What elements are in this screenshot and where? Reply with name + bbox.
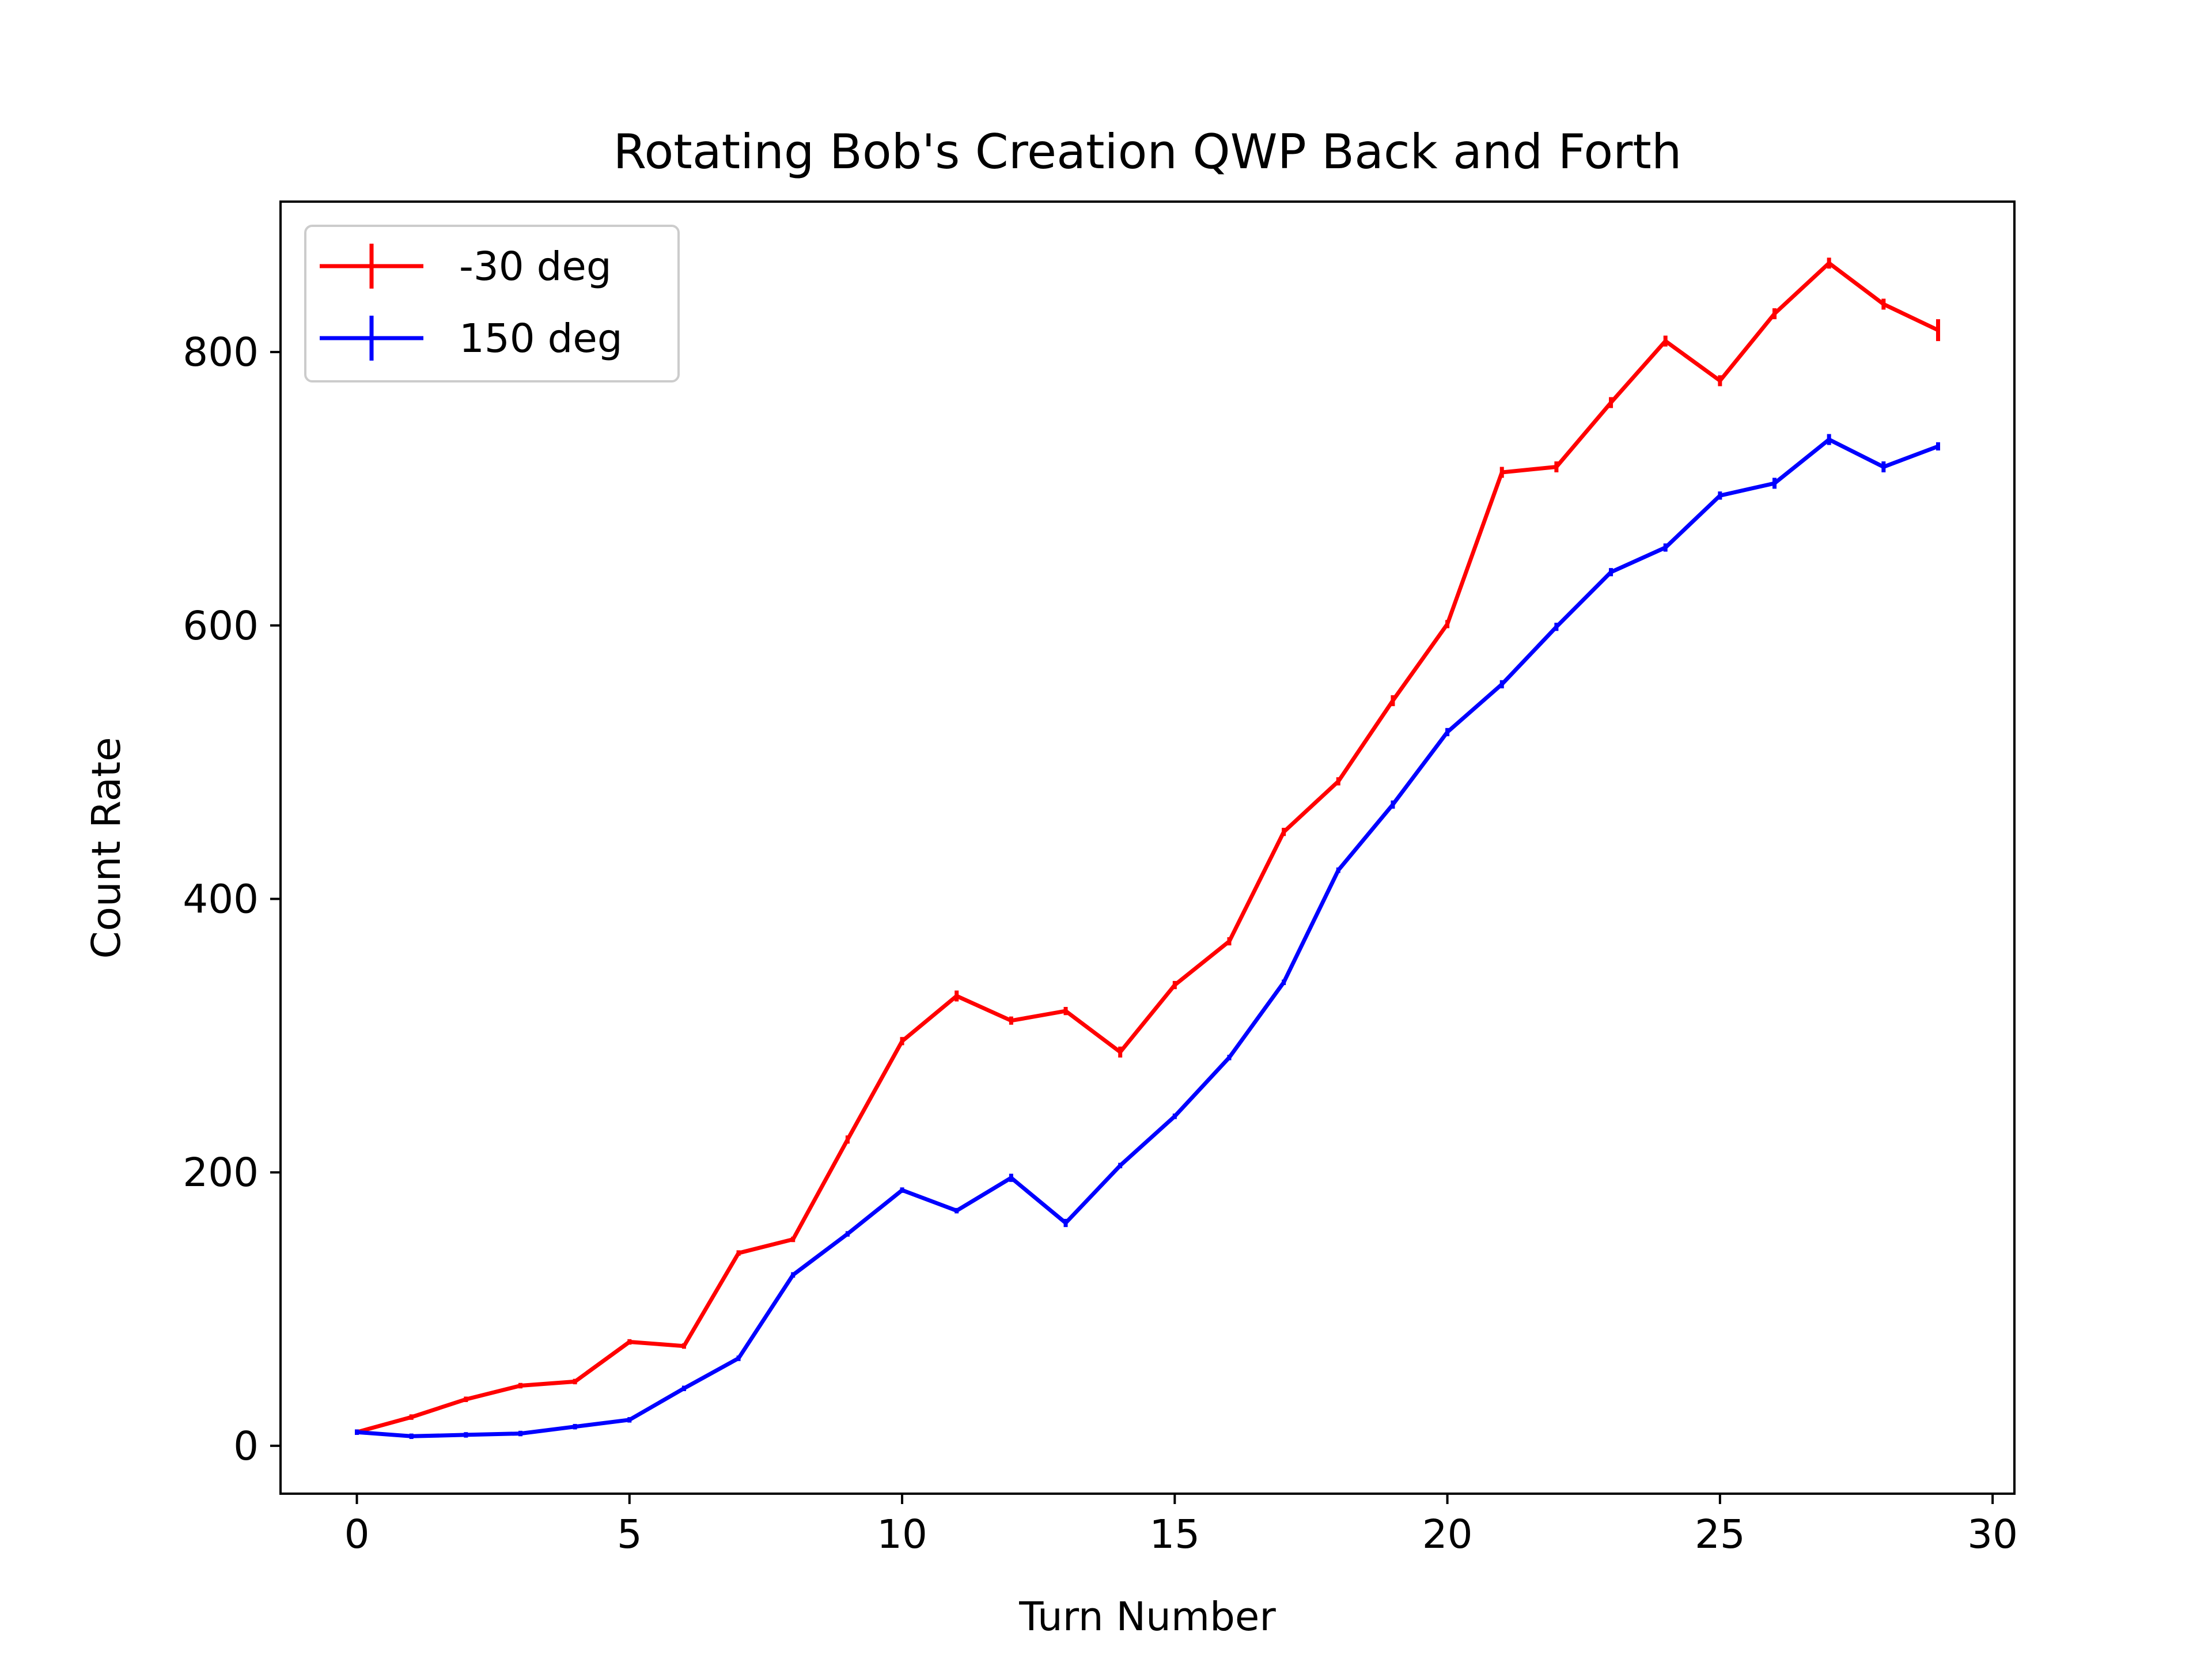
x-ticks: 0 5 10 15 20 25 30 xyxy=(344,1494,2018,1558)
y-tick-label-0: 0 xyxy=(233,1423,259,1469)
series-line-0 xyxy=(356,260,1940,1434)
y-tick-label-1: 200 xyxy=(183,1150,259,1196)
plot-frame xyxy=(279,200,2016,1495)
legend-entry-blue: 150 deg xyxy=(320,316,623,362)
x-tick-label-3: 15 xyxy=(1149,1512,1200,1558)
plot-layer xyxy=(355,257,1940,1440)
legend-label-blue: 150 deg xyxy=(459,316,623,362)
y-tick-label-3: 600 xyxy=(183,603,259,649)
legend: -30 deg 150 deg xyxy=(304,225,680,382)
series-1 xyxy=(355,434,1940,1440)
x-tick-label-2: 10 xyxy=(877,1512,927,1558)
x-tick-label-0: 0 xyxy=(344,1512,370,1558)
x-tick-label-5: 25 xyxy=(1695,1512,1745,1558)
y-ticks: 0 200 400 600 800 xyxy=(183,329,281,1469)
legend-entry-red: -30 deg xyxy=(320,244,612,290)
series-line-1 xyxy=(357,437,1939,1438)
y-tick-label-2: 400 xyxy=(183,877,259,923)
y-axis-title: Count Rate xyxy=(84,737,130,959)
y-tick-label-4: 800 xyxy=(183,329,259,376)
legend-label-red: -30 deg xyxy=(459,244,612,290)
x-tick-label-6: 30 xyxy=(1967,1512,2018,1558)
series-0 xyxy=(355,257,1940,1435)
x-tick-label-1: 5 xyxy=(617,1512,642,1558)
chart-title: Rotating Bob's Creation QWP Back and For… xyxy=(613,124,1682,180)
x-axis-title: Turn Number xyxy=(1018,1594,1276,1640)
x-tick-label-4: 20 xyxy=(1422,1512,1473,1558)
